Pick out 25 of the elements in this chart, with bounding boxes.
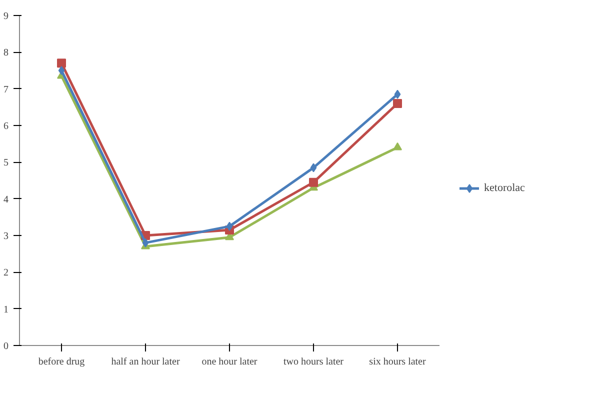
y-tick-label: 1 [4, 304, 8, 316]
point [226, 222, 233, 231]
point [57, 58, 66, 68]
x-tick-label: before drug [38, 356, 85, 368]
y-tick-label: 6 [4, 121, 8, 132]
y-tick-label: 8 [4, 48, 8, 59]
point [58, 66, 65, 75]
point [142, 238, 149, 248]
y-tick-label: 5 [4, 158, 8, 169]
y-tick-label: 0 [4, 341, 8, 352]
point [393, 142, 402, 150]
legend-label: ketorolac [484, 182, 525, 194]
y-tick-label: 4 [4, 194, 8, 206]
x-tick-label: half an hour later [111, 356, 180, 368]
point [393, 99, 402, 108]
y-tick-label: 7 [4, 84, 8, 96]
x-tick-label: one hour later [202, 356, 258, 368]
x-tick-label: two hours later [284, 356, 344, 368]
y-tick-label: 2 [4, 268, 8, 279]
y-tick-label: 3 [4, 231, 8, 242]
point [309, 178, 318, 187]
point [394, 90, 401, 99]
x-tick-label: six hours later [369, 356, 426, 368]
y-tick-label: 9 [4, 11, 8, 22]
point [310, 163, 317, 172]
